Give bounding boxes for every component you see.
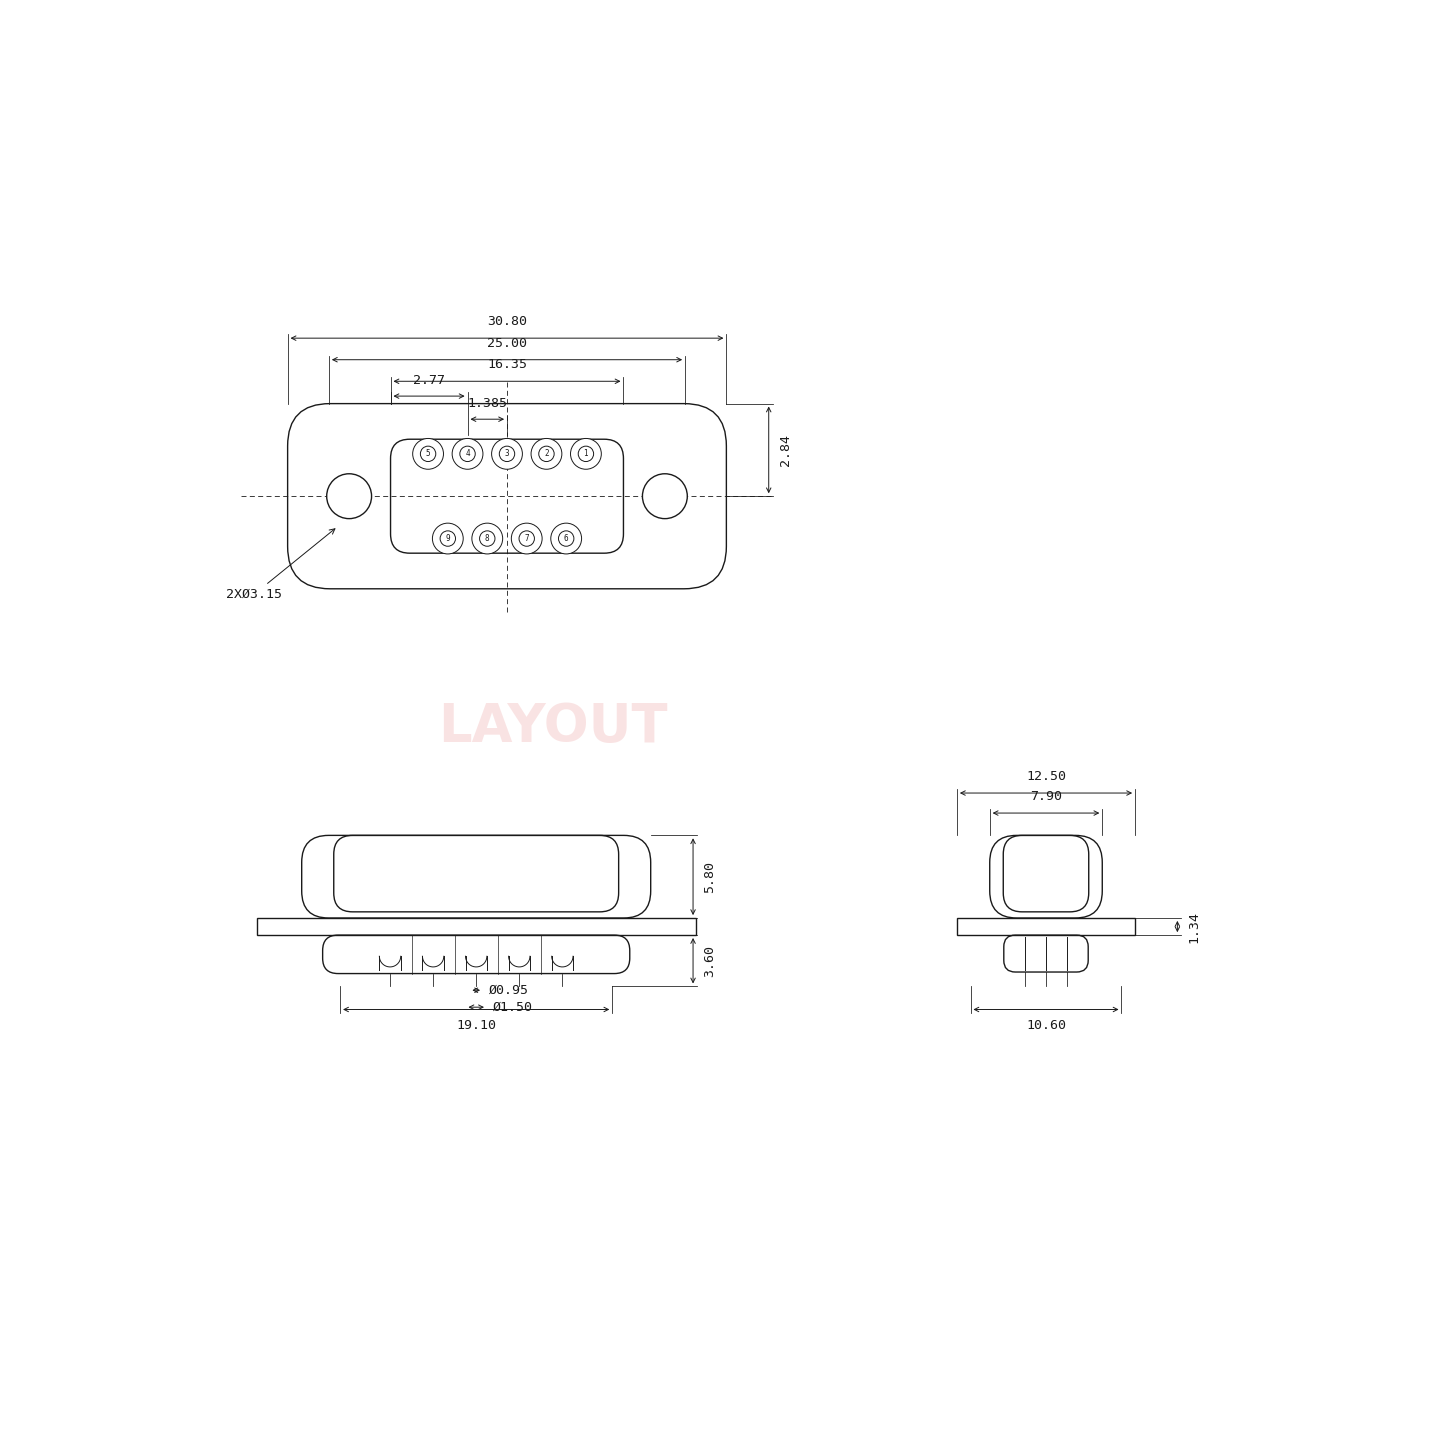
Text: 2.84: 2.84: [779, 433, 792, 467]
Bar: [958, 919, 1135, 935]
Circle shape: [472, 523, 503, 554]
Circle shape: [579, 446, 593, 462]
Text: 1: 1: [583, 449, 588, 458]
Circle shape: [420, 446, 436, 462]
Text: 7: 7: [524, 534, 528, 543]
Circle shape: [413, 438, 444, 469]
Circle shape: [539, 446, 554, 462]
Text: 19.10: 19.10: [456, 1020, 497, 1032]
Text: LAYOUT: LAYOUT: [438, 701, 668, 753]
Text: 9: 9: [445, 534, 451, 543]
Text: 6: 6: [564, 534, 569, 543]
Circle shape: [559, 531, 575, 546]
Circle shape: [452, 438, 482, 469]
Text: 3.60: 3.60: [703, 945, 716, 976]
Text: 16.35: 16.35: [487, 359, 527, 372]
Text: Ø1.50: Ø1.50: [492, 1001, 533, 1014]
Text: 7.90: 7.90: [1030, 791, 1063, 804]
Circle shape: [511, 523, 541, 554]
Text: 4: 4: [465, 449, 469, 458]
Circle shape: [459, 446, 475, 462]
Text: 1.34: 1.34: [1188, 910, 1201, 943]
Text: 12.50: 12.50: [1025, 770, 1066, 783]
Circle shape: [432, 523, 464, 554]
Circle shape: [518, 531, 534, 546]
Text: 10.60: 10.60: [1025, 1020, 1066, 1032]
Text: 2XØ3.15: 2XØ3.15: [226, 528, 336, 600]
Text: Ø0.95: Ø0.95: [490, 984, 528, 996]
Circle shape: [570, 438, 602, 469]
Text: 1.385: 1.385: [467, 397, 507, 410]
Circle shape: [531, 438, 562, 469]
Circle shape: [491, 438, 523, 469]
Circle shape: [441, 531, 455, 546]
Circle shape: [327, 474, 372, 518]
Bar: [256, 919, 696, 935]
Text: 3: 3: [504, 449, 510, 458]
Text: 8: 8: [485, 534, 490, 543]
Text: 5.80: 5.80: [703, 861, 716, 893]
Text: 2.77: 2.77: [413, 374, 445, 387]
Text: 5: 5: [426, 449, 431, 458]
Circle shape: [480, 531, 495, 546]
Circle shape: [642, 474, 687, 518]
Text: 2: 2: [544, 449, 549, 458]
Circle shape: [550, 523, 582, 554]
Circle shape: [500, 446, 514, 462]
Text: 30.80: 30.80: [487, 315, 527, 328]
Text: 25.00: 25.00: [487, 337, 527, 350]
